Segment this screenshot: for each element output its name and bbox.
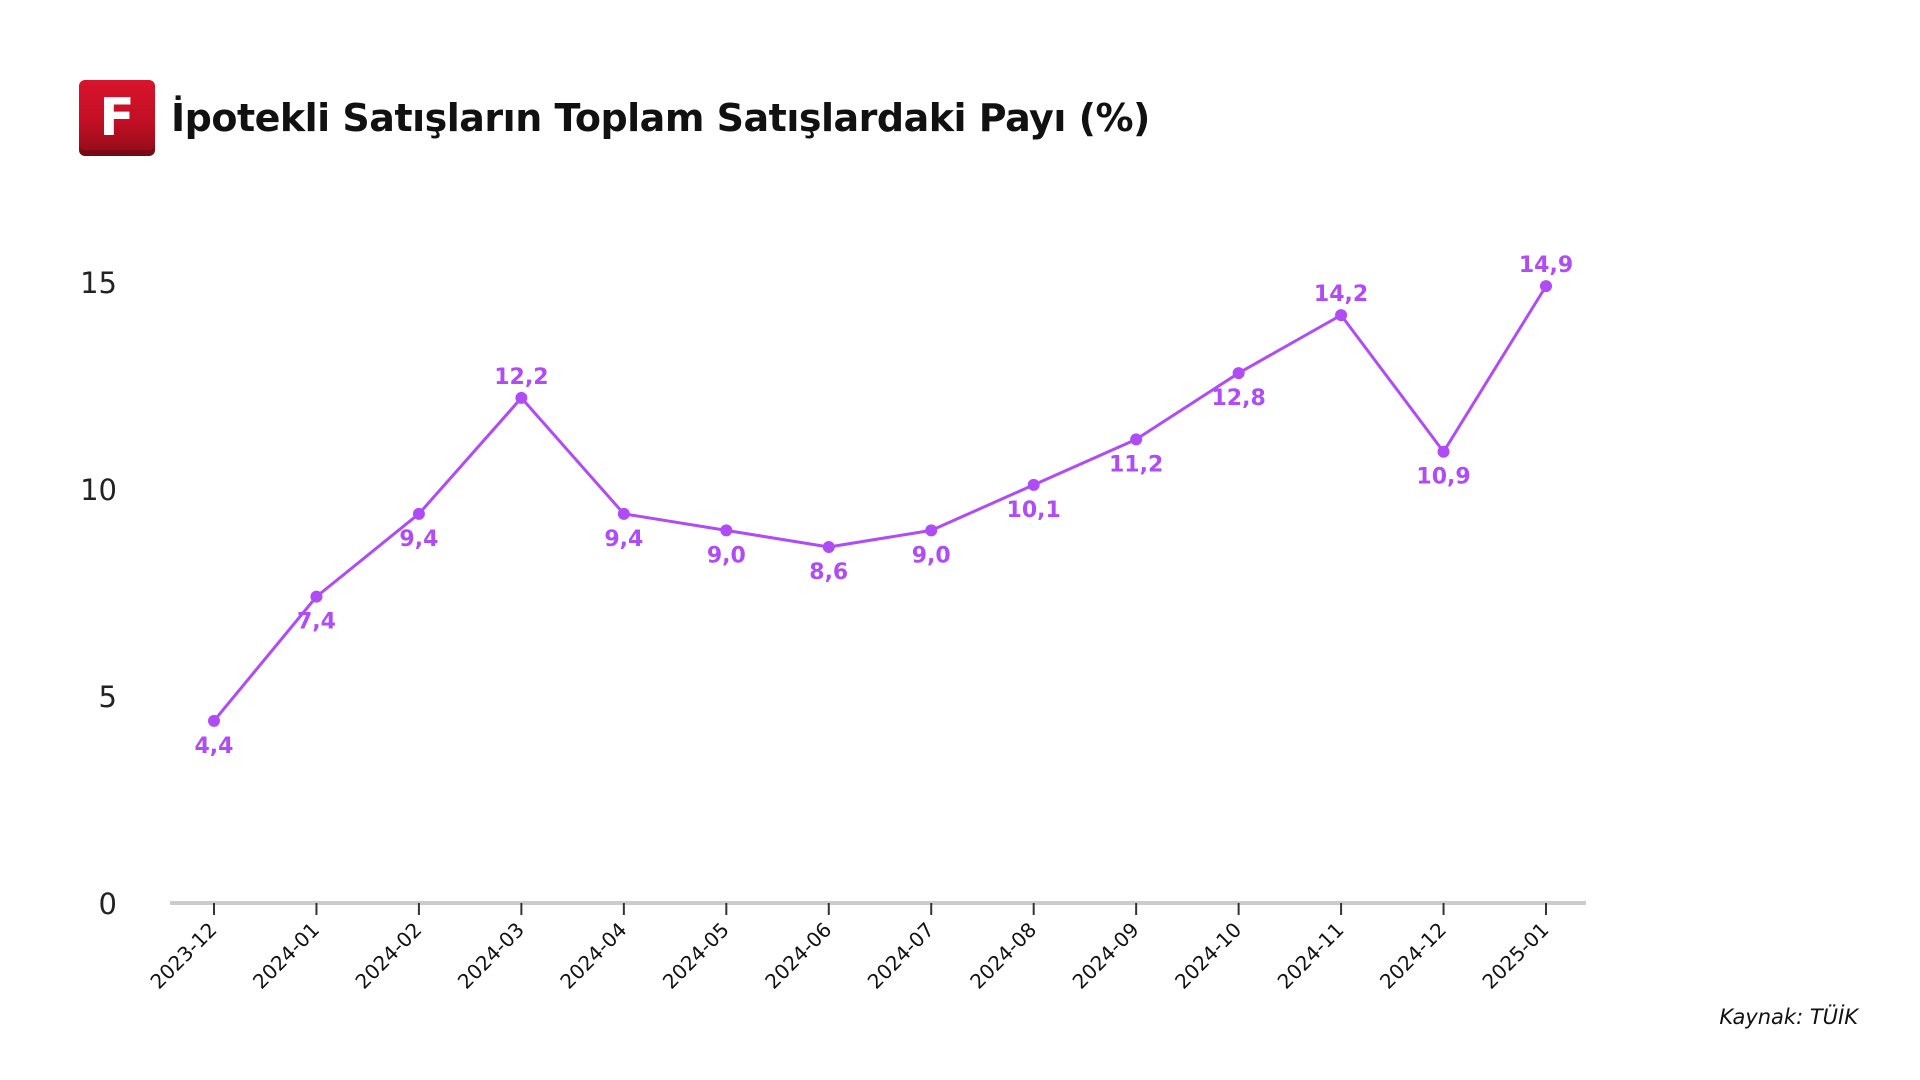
data-point <box>1027 478 1040 491</box>
data-point <box>1437 445 1450 458</box>
y-tick-label: 10 <box>80 473 117 507</box>
data-label: 9,0 <box>912 543 951 568</box>
data-label: 9,4 <box>604 527 643 552</box>
data-point <box>1540 280 1552 293</box>
data-point <box>412 507 425 520</box>
data-label: 9,0 <box>707 543 746 568</box>
data-label: 9,4 <box>399 527 438 552</box>
data-label: 11,2 <box>1109 452 1163 477</box>
data-label: 12,8 <box>1211 386 1265 411</box>
data-point <box>1335 309 1348 322</box>
source-note: Kaynak: TÜİK <box>1719 1005 1858 1029</box>
data-label: 4,4 <box>195 734 234 759</box>
data-point <box>925 524 938 537</box>
chart-header: F İpotekli Satışların Toplam Satışlardak… <box>79 80 1150 156</box>
data-point <box>822 540 835 553</box>
x-tick-label: 2024-07 <box>863 918 939 994</box>
data-label: 14,9 <box>1519 253 1573 278</box>
x-tick-label: 2024-12 <box>1375 918 1451 994</box>
y-tick-label: 15 <box>80 266 117 300</box>
x-tick-label: 2024-01 <box>248 918 324 994</box>
y-tick-label: 0 <box>99 887 117 921</box>
x-tick-label: 2024-08 <box>965 918 1041 994</box>
data-label: 14,2 <box>1314 282 1368 307</box>
series-line <box>212 284 1548 723</box>
data-label: 7,4 <box>297 610 336 635</box>
x-tick-label: 2024-09 <box>1068 918 1144 994</box>
brand-logo-letter: F <box>99 88 135 148</box>
data-label: 12,2 <box>494 365 548 390</box>
x-tick-label: 2024-04 <box>555 918 631 994</box>
data-point <box>617 507 630 520</box>
x-tick-label: 2024-05 <box>658 918 734 994</box>
x-tick-label: 2024-02 <box>350 918 426 994</box>
data-point <box>720 524 733 537</box>
brand-logo: F <box>79 80 155 156</box>
data-label: 10,1 <box>1007 498 1061 523</box>
x-tick-label: 2024-06 <box>760 918 836 994</box>
x-tick-label: 2025-01 <box>1477 918 1553 994</box>
data-point <box>1130 433 1143 446</box>
x-tick-label: 2024-03 <box>453 918 529 994</box>
data-point <box>208 714 220 727</box>
data-label: 8,6 <box>809 560 848 585</box>
x-tick-label: 2024-11 <box>1273 918 1349 994</box>
data-label: 10,9 <box>1416 465 1470 490</box>
y-tick-label: 5 <box>99 680 117 714</box>
data-point <box>515 391 528 404</box>
data-point <box>1232 367 1245 380</box>
x-tick-label: 2024-10 <box>1170 918 1246 994</box>
x-tick-label: 2023-12 <box>145 918 221 994</box>
chart-title: İpotekli Satışların Toplam Satışlardaki … <box>171 96 1150 140</box>
data-point <box>310 590 323 603</box>
